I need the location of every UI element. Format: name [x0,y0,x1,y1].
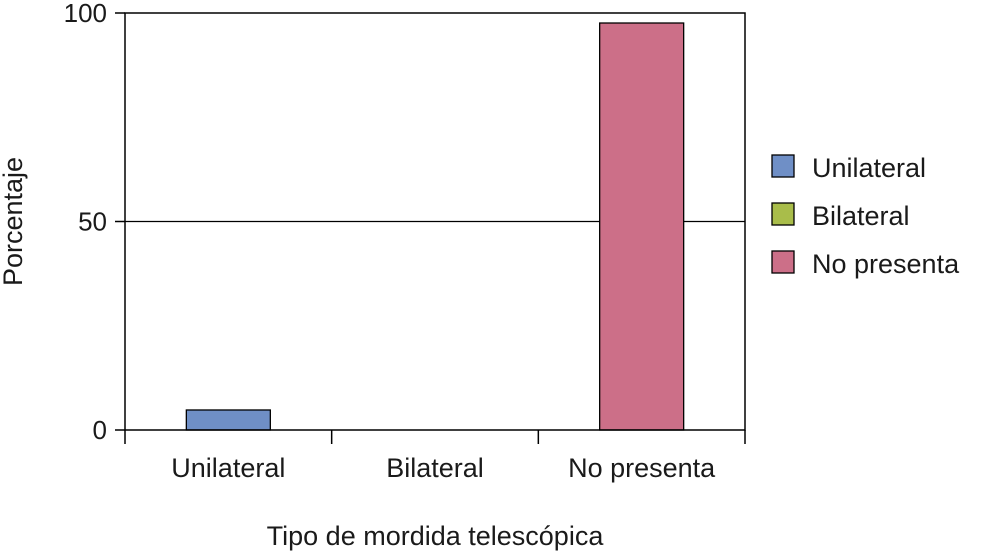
bar-unilateral [185,409,271,431]
y-tick-label: 100 [64,0,107,28]
y-tick-label: 50 [78,207,107,237]
legend-label: Unilateral [812,153,926,183]
legend-label: Bilateral [812,201,910,231]
legend-swatch [771,154,795,178]
y-axis: 0 50 100 [64,0,125,445]
bars [185,22,685,431]
legend-label: No presenta [812,249,960,279]
x-tick-label: Unilateral [171,453,285,483]
y-axis-label: Porcentaje [0,157,28,286]
legend-swatch [771,250,795,274]
y-tick-label: 0 [93,415,107,445]
legend: Unilateral Bilateral No presenta [771,153,960,279]
x-tick-label: Bilateral [386,453,484,483]
bar-no-presenta [599,22,685,431]
x-axis: Unilateral Bilateral No presenta [124,430,746,483]
x-axis-label: Tipo de mordida telescópica [267,521,605,551]
legend-swatch [771,202,795,226]
x-tick-label: No presenta [568,453,716,483]
